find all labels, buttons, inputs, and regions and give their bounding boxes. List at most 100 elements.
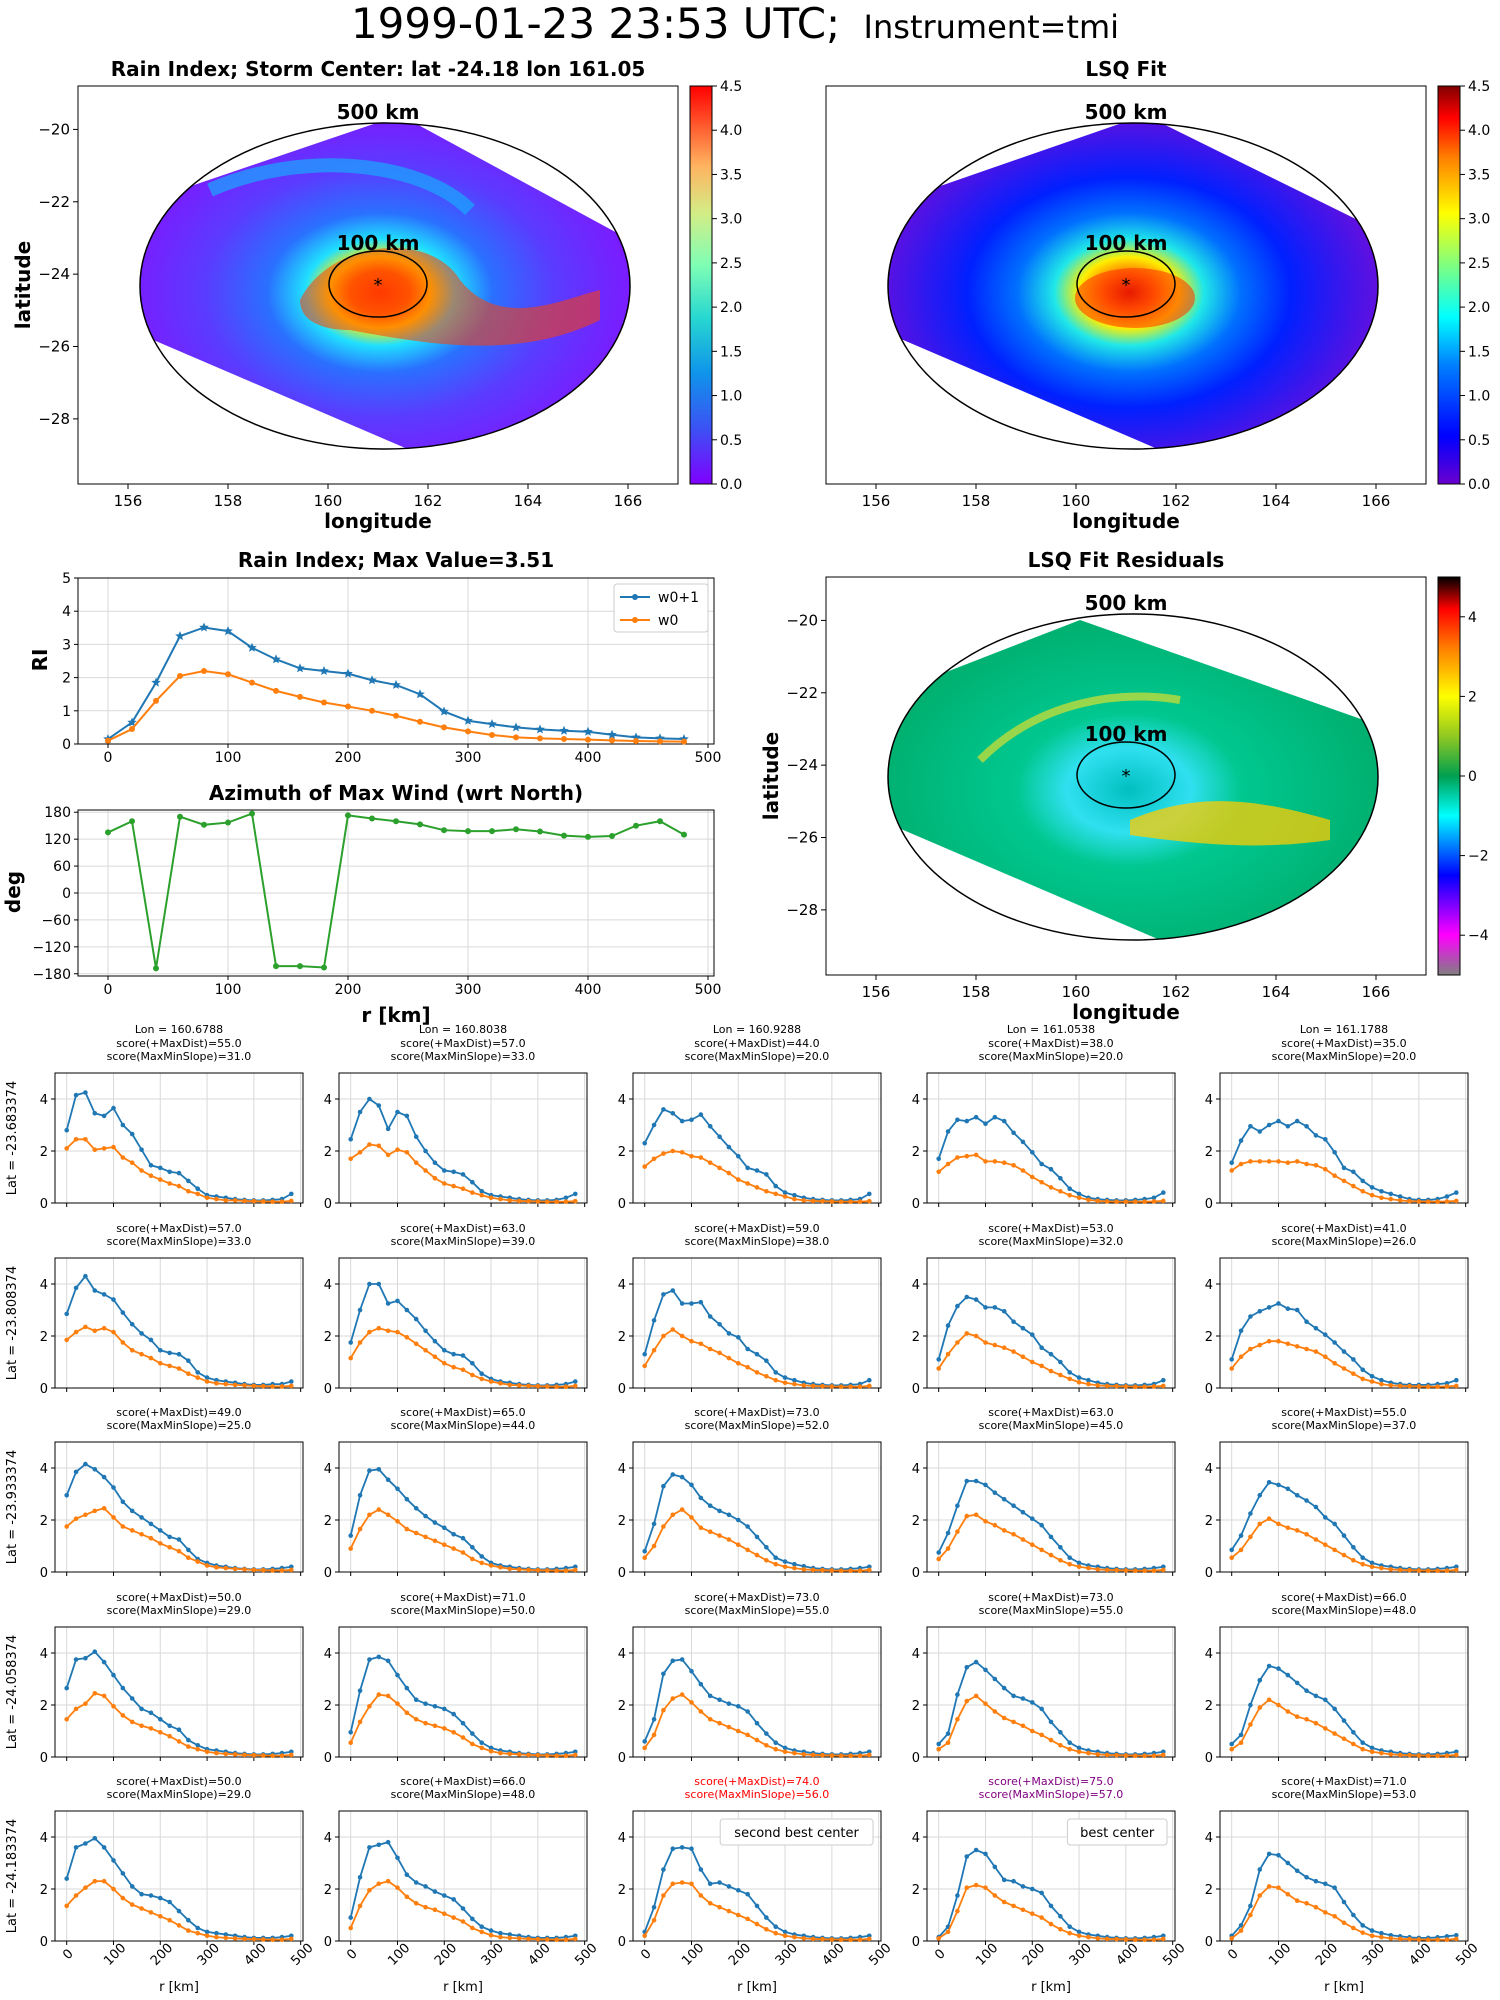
- w0-point: [1397, 1567, 1403, 1573]
- w0-point: [1132, 1937, 1138, 1942]
- w0-plus-1-point: [973, 1478, 979, 1484]
- w0-point: [157, 1541, 163, 1546]
- colorbar-tick-label: 0.5: [720, 433, 742, 449]
- w0-plus-1-point: [1285, 1672, 1291, 1678]
- y-tick-label: 4: [912, 1831, 920, 1846]
- y-tick-label: 0: [1205, 1566, 1213, 1581]
- w0-point: [801, 1383, 807, 1388]
- w0-point: [289, 1752, 294, 1758]
- y-tick-label: 2: [1205, 1514, 1213, 1529]
- w0-plus-1-point: [357, 1688, 363, 1693]
- w0-point: [270, 1199, 275, 1204]
- tick-label: 160: [1062, 983, 1091, 1001]
- w0-point: [270, 1384, 275, 1389]
- w0-point: [535, 1936, 541, 1942]
- center-annotation-box: [719, 1818, 874, 1846]
- w0-plus-1-point: [1397, 1194, 1403, 1199]
- w0-plus-1-point: [936, 1550, 941, 1555]
- y-tick-label: 2: [324, 1330, 332, 1345]
- colorbar-tick-label: 4.0: [720, 123, 742, 139]
- w0-point: [232, 1198, 238, 1203]
- w0-point: [1058, 1558, 1063, 1563]
- w0-point: [232, 1382, 238, 1388]
- y-tick-label: 0: [1205, 1197, 1213, 1212]
- w0-point: [413, 1530, 419, 1536]
- w0-plus-1-point: [1067, 1740, 1073, 1745]
- w0-point: [1425, 1568, 1431, 1573]
- plot-area: [339, 1258, 587, 1388]
- w0-point: [1388, 1752, 1394, 1757]
- w0-point: [92, 1147, 98, 1152]
- w0-plus-1-point: [936, 1741, 941, 1747]
- w0-plus-1-point: [129, 1696, 135, 1701]
- w0-point: [260, 1383, 266, 1389]
- x-tick-label: 200: [1020, 1941, 1048, 1969]
- w0-plus-1-point: [488, 1745, 494, 1751]
- grid-panel: score(+MaxDist)=71.0score(MaxMinSlope)=5…: [324, 1591, 588, 1766]
- colorbar-tick-label: −2: [1468, 849, 1489, 865]
- panel-score-maxminslope: score(MaxMinSlope)=29.0: [107, 1604, 252, 1617]
- w0-point: [214, 1381, 219, 1386]
- panel-score-maxdist: score(+MaxDist)=71.0: [1281, 1775, 1406, 1788]
- w0-point: [186, 1189, 191, 1194]
- w0-point: [73, 1137, 79, 1142]
- w0-point: [1248, 1722, 1253, 1727]
- w0-plus-1-point: [1067, 1370, 1073, 1375]
- w0-plus-1-point: [726, 1701, 732, 1706]
- y-tick-label: 2: [40, 1145, 48, 1160]
- w0-plus-1-point: [1351, 1357, 1356, 1362]
- w0-point: [1142, 1937, 1147, 1942]
- colorbar-tick-label: 0.0: [1468, 477, 1490, 493]
- w0-point: [214, 1565, 219, 1570]
- w0-plus-1-point: [64, 1311, 69, 1317]
- w0-plus-1-point: [1058, 1359, 1063, 1365]
- w0-point: [348, 1156, 353, 1162]
- y-tick-label: 0: [40, 1751, 48, 1766]
- w0-point: [792, 1196, 797, 1202]
- tick-label: 156: [862, 983, 891, 1001]
- azimuth-point: [153, 965, 159, 972]
- w0-plus-1-point: [735, 1517, 741, 1523]
- grid-panel: Lon = 161.1788score(+MaxDist)=35.0score(…: [1205, 1023, 1469, 1212]
- w0-plus-1-point: [1039, 1890, 1044, 1896]
- w0-plus-1-point: [1067, 1924, 1073, 1929]
- w0-point: [1332, 1361, 1337, 1366]
- w0-plus-1-point: [460, 1353, 466, 1358]
- ring-500km: [139, 122, 631, 450]
- w0-plus-1-point: [92, 1836, 98, 1841]
- w0-point: [516, 1198, 522, 1204]
- w0-plus-1-point: [432, 1704, 438, 1709]
- storm-center-marker: *: [1122, 275, 1131, 296]
- w0-point: [148, 1173, 154, 1178]
- w0-point: [139, 1723, 144, 1729]
- w0-plus-1-point: [1229, 1357, 1234, 1362]
- colorbar-tick-label: 4.5: [1468, 79, 1490, 95]
- w0-plus-1-point: [92, 1649, 98, 1654]
- map-title: LSQ Fit Residuals: [1028, 548, 1225, 572]
- w0-plus-1-point: [487, 719, 497, 729]
- panel-xlabel: r [km]: [159, 1980, 199, 1995]
- w0-plus-1-point: [1351, 1912, 1356, 1918]
- y-tick-label: 120: [44, 832, 71, 848]
- w0-point: [73, 1329, 79, 1335]
- w0-point: [488, 1195, 494, 1201]
- w0-point: [167, 1181, 172, 1186]
- w0-plus-1-point: [441, 1168, 447, 1173]
- w0-plus-1-point: [479, 1740, 485, 1745]
- w0-point: [670, 1327, 676, 1332]
- plot-frame: [77, 577, 715, 745]
- w0-point: [1142, 1568, 1147, 1573]
- w0-point: [1076, 1195, 1082, 1201]
- w0-point: [92, 1328, 98, 1334]
- w0-point: [489, 732, 495, 739]
- w0-plus-1-point: [1048, 1166, 1054, 1172]
- w0-point: [1076, 1564, 1082, 1570]
- w0-point: [345, 703, 351, 710]
- w0-point: [1341, 1366, 1347, 1371]
- w0-point: [735, 1542, 741, 1547]
- center-annotation-box: [1066, 1818, 1168, 1846]
- legend-label-w0-plus-1: w0+1: [658, 590, 699, 606]
- w0-plus-1-point: [717, 1508, 722, 1514]
- grid-panel: score(+MaxDist)=75.0score(MaxMinSlope)=5…: [912, 1775, 1189, 1995]
